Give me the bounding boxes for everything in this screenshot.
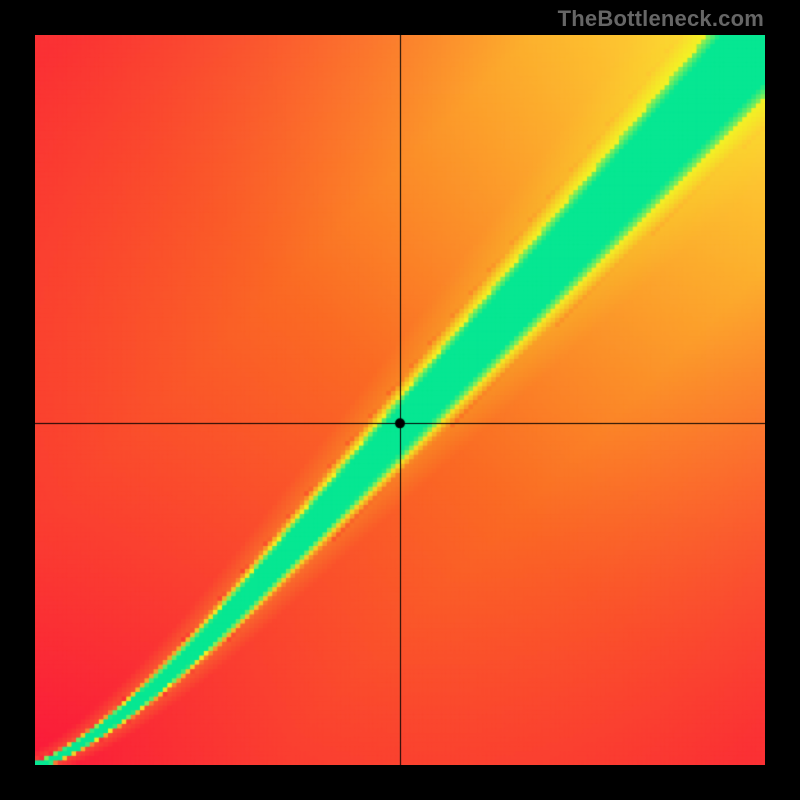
outer-frame: TheBottleneck.com (0, 0, 800, 800)
attribution-label: TheBottleneck.com (558, 6, 764, 32)
heatmap-plot (35, 35, 765, 765)
heatmap-canvas (35, 35, 765, 765)
